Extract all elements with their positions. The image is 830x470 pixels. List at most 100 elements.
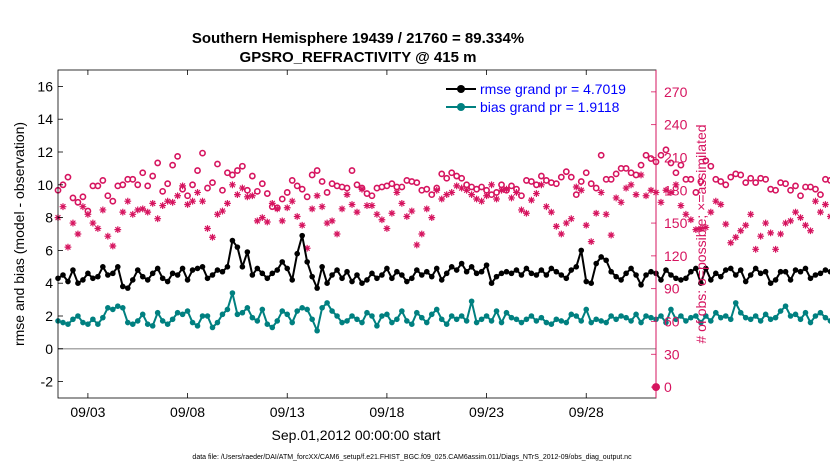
obs-assimilated-point (622, 184, 630, 192)
x-tick-label: 09/03 (70, 404, 105, 420)
rmse-point (598, 254, 604, 260)
bias-point (598, 318, 604, 324)
obs-possible-point (697, 178, 705, 185)
obs-possible-point (263, 190, 271, 197)
obs-possible-point (667, 159, 675, 167)
obs-assimilated-point (373, 210, 381, 218)
rmse-point (787, 277, 794, 283)
rmse-point (110, 270, 116, 277)
rmse-point (304, 259, 310, 265)
obs-possible-point (642, 151, 650, 159)
bias-point (757, 318, 764, 324)
rmse-point (668, 272, 674, 278)
obs-assimilated-point (169, 198, 177, 206)
bias-point (194, 323, 201, 329)
obs-assimilated-point (114, 226, 122, 234)
rmse-point (812, 272, 819, 278)
obs-assimilated-point (667, 189, 675, 196)
obs-assimilated-point (712, 197, 720, 205)
obs-possible-point (159, 187, 167, 195)
obs-assimilated-point (438, 195, 446, 203)
obs-assimilated-point (488, 181, 495, 189)
obs-assimilated-point (403, 213, 411, 220)
bias-point (518, 319, 525, 326)
obs-assimilated-point (547, 208, 555, 216)
obs-possible-point (288, 177, 296, 184)
bias-point (319, 305, 325, 311)
obs-assimilated-point (503, 185, 510, 193)
obs-assimilated-point (592, 209, 600, 217)
rmse-point (722, 267, 729, 273)
bias-point (115, 303, 121, 309)
obs-assimilated-point (787, 217, 794, 225)
rmse-point (234, 244, 241, 250)
obs-possible-point (717, 178, 725, 185)
bias-point (259, 306, 266, 313)
bias-point (513, 316, 520, 323)
rmse-point (65, 278, 71, 285)
rmse-point (488, 280, 495, 287)
bias-point (179, 311, 186, 318)
bias-point (683, 318, 689, 324)
rmse-point (578, 247, 585, 254)
bias-point (568, 311, 575, 318)
obs-possible-point (622, 164, 630, 172)
obs-possible-point (518, 192, 525, 200)
bias-point (299, 305, 305, 311)
rmse-point (334, 267, 340, 273)
obs-assimilated-point (144, 208, 152, 216)
obs-assimilated-point (353, 208, 361, 216)
bias-point (717, 314, 724, 321)
obs-assimilated-point (587, 238, 595, 246)
obs-assimilated-point (537, 181, 545, 189)
rmse-point (448, 264, 455, 270)
obs-assimilated-point (273, 205, 281, 213)
rmse-point (503, 268, 510, 275)
obs-assimilated-point (762, 219, 770, 227)
obs-possible-point (797, 192, 804, 200)
bias-point (708, 318, 714, 324)
data-file-footnote: data file: /Users/raeder/DAI/ATM_forcXX/… (192, 454, 632, 461)
bias-point (583, 306, 590, 313)
obs-possible-point (104, 192, 112, 200)
obs-assimilated-point (518, 206, 525, 214)
rmse-point (224, 264, 231, 270)
rmse-point (543, 272, 550, 278)
bias-point (119, 305, 126, 311)
obs-assimilated-point (757, 232, 765, 240)
bias-point (762, 311, 769, 318)
rmse-point (354, 272, 360, 278)
y-right-tick-label: 60 (664, 313, 680, 329)
rmse-point (349, 278, 355, 285)
obs-possible-point (707, 162, 715, 170)
chart-subtitle: GPSRO_REFRACTIVITY @ 415 m (240, 49, 477, 66)
rmse-point (384, 265, 390, 272)
rmse-point (822, 267, 829, 273)
bias-point (414, 309, 420, 316)
bias-point (80, 319, 86, 326)
obs-assimilated-point (283, 204, 291, 212)
bias-point (279, 308, 286, 314)
obs-assimilated-point (99, 206, 107, 214)
bias-point (369, 313, 375, 319)
rmse-point (802, 265, 809, 272)
rmse-point (269, 270, 276, 277)
bias-point (105, 305, 111, 311)
obs-assimilated-point (378, 216, 386, 224)
y-right-tick-label: 270 (664, 84, 688, 100)
obs-assimilated-point (229, 181, 236, 189)
obs-possible-point (577, 178, 585, 185)
obs-assimilated-point (179, 182, 186, 190)
rmse-point (573, 264, 580, 270)
rmse-point (493, 273, 500, 280)
obs-assimilated-point (174, 192, 181, 200)
rmse-point (752, 265, 759, 272)
bias-point (648, 314, 654, 321)
rmse-point (663, 267, 669, 273)
obs-assimilated-point (807, 227, 814, 235)
bias-point (229, 290, 236, 296)
rmse-point (359, 280, 365, 287)
bias-line (57, 292, 830, 332)
rmse-point (678, 277, 684, 283)
bias-point (643, 313, 649, 319)
